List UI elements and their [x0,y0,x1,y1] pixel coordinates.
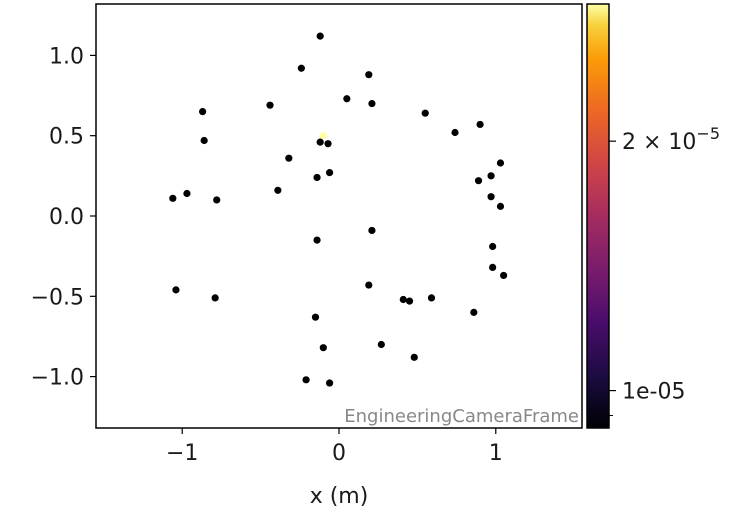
x-tick-label: −1 [166,441,198,466]
colorbar-tick-label: 1e-05 [622,380,685,405]
data-point [200,136,208,145]
data-point [489,242,497,251]
data-point [368,99,376,108]
colorbar-gradient [586,3,610,429]
x-tick-label: 0 [332,441,346,466]
data-point [183,189,191,198]
plot-frame [95,3,583,429]
colorbar: 1e-05 2 × 10−5 [586,3,720,429]
x-axis-title: x (m) [310,484,369,509]
y-tick-label: 0.5 [49,125,84,150]
data-point [311,313,320,321]
data-point [365,281,373,289]
data-point [324,140,332,148]
plot-area: EngineeringCameraFrame [95,3,583,429]
points-layer [169,32,508,387]
data-point [470,308,478,316]
x-tick-label: 1 [489,441,503,466]
colorbar-ticks: 1e-05 2 × 10−5 [609,124,720,417]
data-point [496,202,505,210]
data-point [325,379,334,387]
data-point [500,271,508,280]
data-point [172,286,180,294]
data-point [365,71,373,79]
data-point [274,186,282,194]
data-point [405,297,414,305]
data-point [377,340,385,349]
data-point [489,263,497,271]
data-point [313,236,321,244]
data-point [211,294,219,302]
data-point [474,177,483,185]
data-point [297,64,305,72]
data-point [319,344,327,352]
data-point [487,193,495,201]
x-axis: −1 0 1 [166,428,503,466]
y-tick-label: 0.0 [49,205,84,230]
data-point [266,101,274,109]
y-tick-label: 1.0 [49,44,84,69]
data-point [421,109,429,117]
data-point [313,173,321,182]
highlighted-data-point [319,132,327,140]
data-point [199,108,207,116]
data-point [427,294,436,302]
data-point [399,295,407,304]
data-point [410,353,418,361]
data-point [496,159,505,167]
colorbar-tick-label: 2 × 10−5 [622,124,720,155]
data-point [325,169,334,177]
data-point [316,138,324,146]
data-point [213,196,221,204]
data-point [302,376,310,384]
frame-annotation: EngineeringCameraFrame [344,406,579,427]
data-point [316,32,324,40]
data-point [487,172,495,180]
data-point [451,128,459,137]
data-point [285,154,293,162]
y-axis: 1.0 0.5 0.0 −0.5 −1.0 [31,44,96,391]
y-tick-label: −1.0 [31,366,84,391]
data-point [368,226,376,235]
data-point [476,120,484,129]
data-point [343,95,351,103]
y-tick-label: −0.5 [31,285,84,310]
data-point [169,194,177,202]
